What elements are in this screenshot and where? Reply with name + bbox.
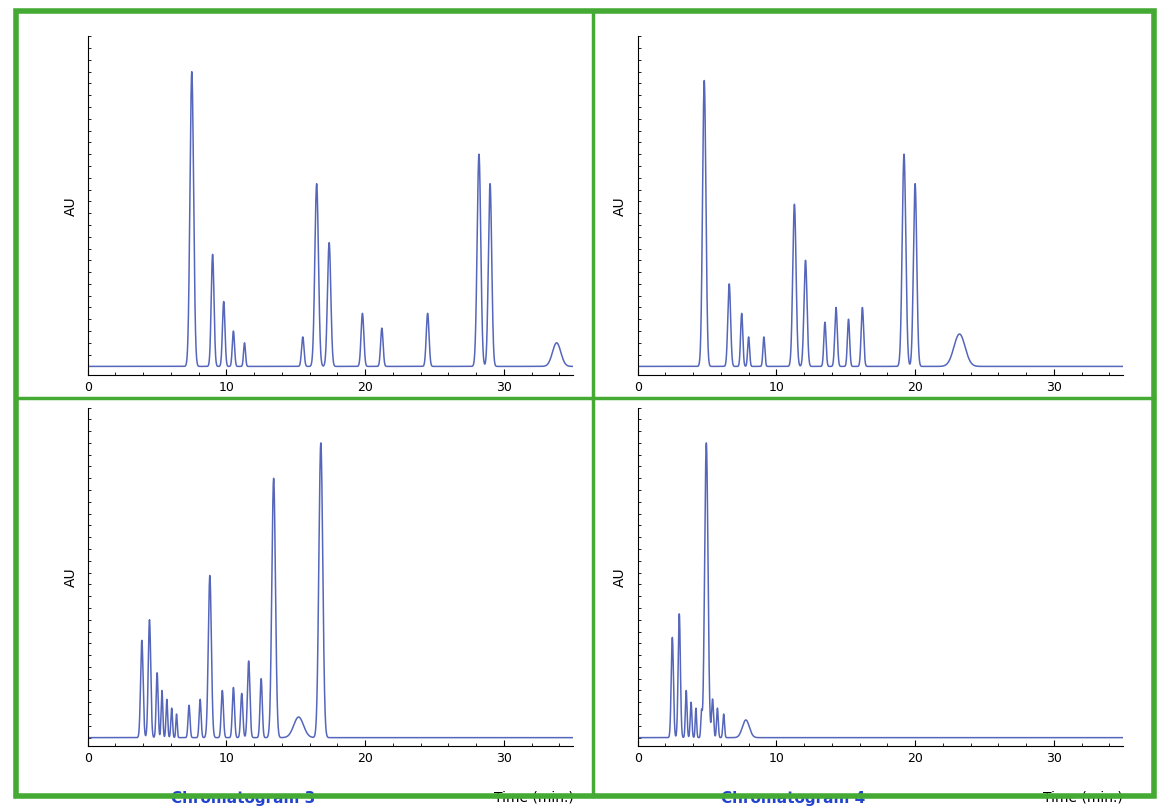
Y-axis label: AU: AU (613, 567, 627, 587)
Y-axis label: AU: AU (613, 196, 627, 215)
Text: Time (min.): Time (min.) (494, 791, 573, 805)
Y-axis label: AU: AU (63, 196, 77, 215)
Text: Chromatogram 1: Chromatogram 1 (171, 420, 315, 434)
Text: Chromatogram 4: Chromatogram 4 (721, 791, 865, 805)
Text: Time (min.): Time (min.) (494, 420, 573, 433)
Text: Time (min.): Time (min.) (1044, 791, 1123, 805)
Text: Chromatogram 3: Chromatogram 3 (171, 791, 315, 805)
Y-axis label: AU: AU (63, 567, 77, 587)
Text: Time (min.): Time (min.) (1044, 420, 1123, 433)
Text: Chromatogram 2: Chromatogram 2 (721, 420, 865, 434)
